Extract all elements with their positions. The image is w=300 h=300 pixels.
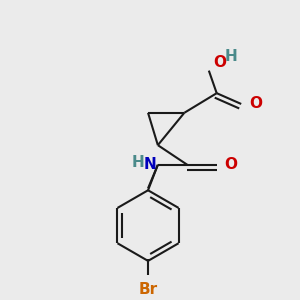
Text: H: H (224, 50, 237, 64)
Text: Br: Br (139, 283, 158, 298)
Text: N: N (143, 157, 156, 172)
Text: O: O (249, 97, 262, 112)
Text: O: O (213, 55, 226, 70)
Text: H: H (131, 155, 144, 170)
Text: O: O (224, 157, 238, 172)
